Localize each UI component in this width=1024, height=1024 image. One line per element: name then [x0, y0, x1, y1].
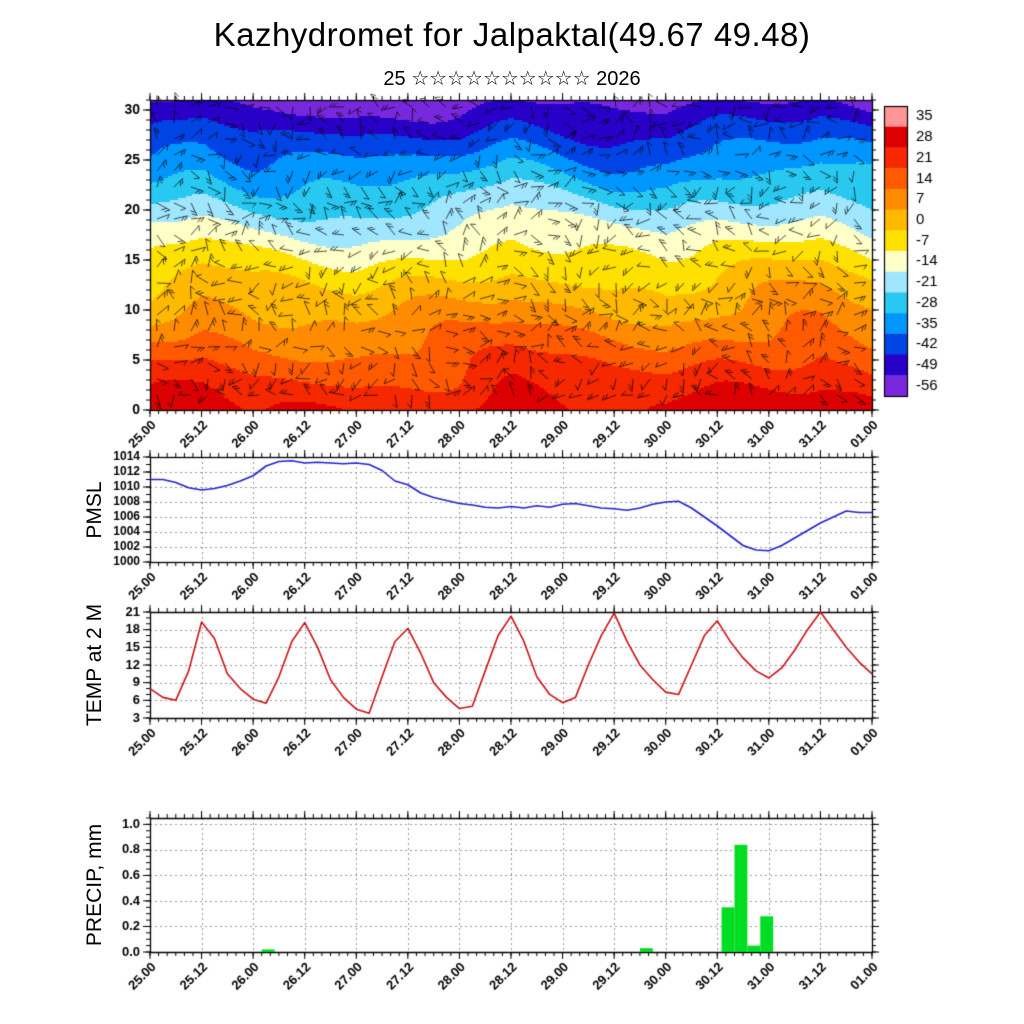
figure-subtitle: 25 ☆☆☆☆☆☆☆☆☆☆ 2026	[383, 68, 641, 90]
pmsl-axis-title: PMSL	[83, 481, 106, 539]
temp-axis-title: TEMP at 2 M	[83, 603, 106, 727]
precip-axis-title: PRECIP, mm	[83, 823, 106, 947]
figure-title: Kazhydromet for Jalpaktal(49.67 49.48)	[213, 16, 811, 53]
